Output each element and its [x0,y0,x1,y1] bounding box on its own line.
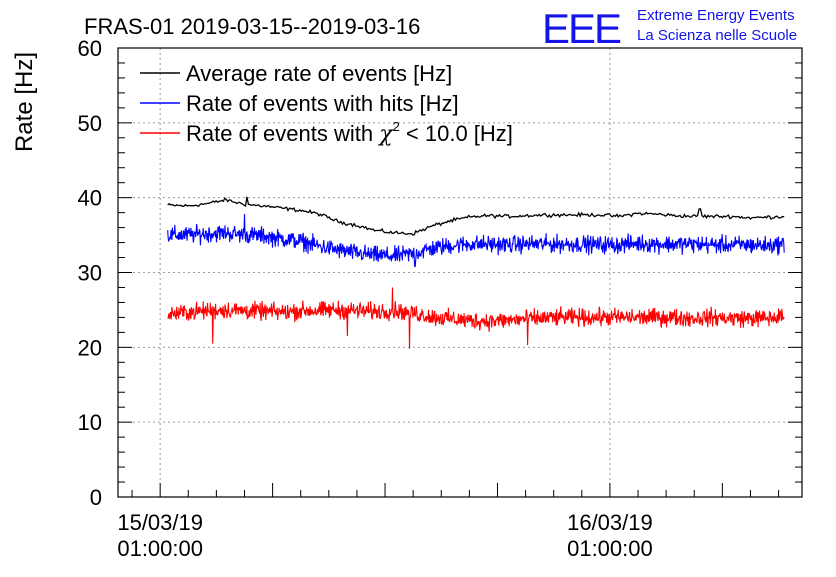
x-tick-label-time: 01:00:00 [117,536,203,561]
eee-logo: EEE Extreme Energy Events La Scienza nel… [542,5,797,52]
eee-logo-line1: Extreme Energy Events [637,7,795,24]
x-tick-label-date: 16/03/19 [567,510,653,535]
eee-logo-line2: La Scienza nelle Scuole [637,27,797,44]
series-layer [167,196,785,349]
y-tick-label: 50 [78,111,102,136]
series-line-2 [167,287,785,349]
legend-label-chi2: Rate of events with χ2 < 10.0 [Hz] [186,119,513,147]
y-tick-label: 60 [78,36,102,61]
eee-logo-letters: EEE [542,5,621,52]
legend-item-average: Average rate of events [Hz] [140,61,452,86]
legend-label-average: Average rate of events [Hz] [186,61,452,86]
legend-item-chi2: Rate of events with χ2 < 10.0 [Hz] [140,119,513,147]
y-tick-label: 20 [78,335,102,360]
x-tick-label-time: 01:00:00 [567,536,653,561]
legend-label-hits: Rate of events with hits [Hz] [186,91,459,116]
y-tick-label: 40 [78,186,102,211]
legend: Average rate of events [Hz] Rate of even… [140,61,513,147]
legend-item-hits: Rate of events with hits [Hz] [140,91,459,116]
x-tick-label-date: 15/03/19 [117,510,203,535]
y-tick-label: 0 [90,485,102,510]
series-line-1 [167,214,785,268]
series-line-0 [167,196,785,236]
axes: 010203040506015/03/1901:00:0016/03/1901:… [78,36,803,561]
chart-title: FRAS-01 2019-03-15--2019-03-16 [84,14,420,39]
grid [118,48,802,497]
y-tick-label: 30 [78,261,102,286]
y-axis-label: Rate [Hz] [11,52,38,152]
y-tick-label: 10 [78,410,102,435]
